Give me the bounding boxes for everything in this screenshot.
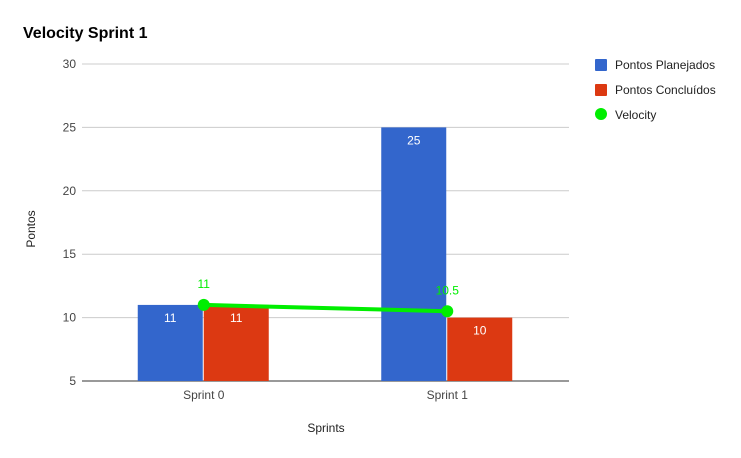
velocity-value-label: 10.5 <box>436 283 460 297</box>
y-axis-ticks: 30 25 20 15 10 5 <box>63 57 77 388</box>
legend-item-planejados: Pontos Planejados <box>595 58 715 72</box>
y-axis-title: Pontos <box>24 210 38 247</box>
y-tick-label: 15 <box>63 247 77 261</box>
x-tick-label: Sprint 1 <box>427 388 469 402</box>
legend: Pontos Planejados Pontos Concluídos Velo… <box>595 58 716 122</box>
y-tick-label: 10 <box>63 311 77 325</box>
x-tick-label: Sprint 0 <box>183 388 225 402</box>
y-tick-label: 5 <box>69 374 76 388</box>
bar-value-label: 10 <box>473 324 487 338</box>
bar <box>381 127 447 382</box>
velocity-point <box>441 305 454 318</box>
x-axis-title: Sprints <box>307 421 344 435</box>
y-tick-label: 20 <box>63 184 77 198</box>
legend-marker-velocity <box>595 108 607 120</box>
legend-item-concluidos: Pontos Concluídos <box>595 83 716 97</box>
chart-title: Velocity Sprint 1 <box>23 25 148 42</box>
bar <box>447 317 513 381</box>
y-tick-label: 30 <box>63 57 77 71</box>
velocity-line-layer: 11 10.5 <box>197 277 460 318</box>
legend-item-velocity: Velocity <box>595 108 656 122</box>
velocity-point <box>197 298 210 311</box>
legend-label-velocity: Velocity <box>615 108 656 122</box>
legend-label-concluidos: Pontos Concluídos <box>615 83 716 97</box>
velocity-line <box>201 302 450 314</box>
legend-swatch-concluidos <box>595 84 607 96</box>
velocity-value-label: 11 <box>198 277 211 291</box>
bars: 11 11 25 10 <box>137 127 513 382</box>
bar <box>203 304 269 381</box>
legend-label-planejados: Pontos Planejados <box>615 58 715 72</box>
bar <box>137 304 203 381</box>
bar-value-label: 11 <box>164 311 177 325</box>
x-axis-ticks: Sprint 0 Sprint 1 <box>183 388 468 402</box>
bar-value-label: 11 <box>230 311 243 325</box>
y-tick-label: 25 <box>63 120 77 134</box>
legend-swatch-planejados <box>595 59 607 71</box>
bar-value-label: 25 <box>407 133 421 147</box>
